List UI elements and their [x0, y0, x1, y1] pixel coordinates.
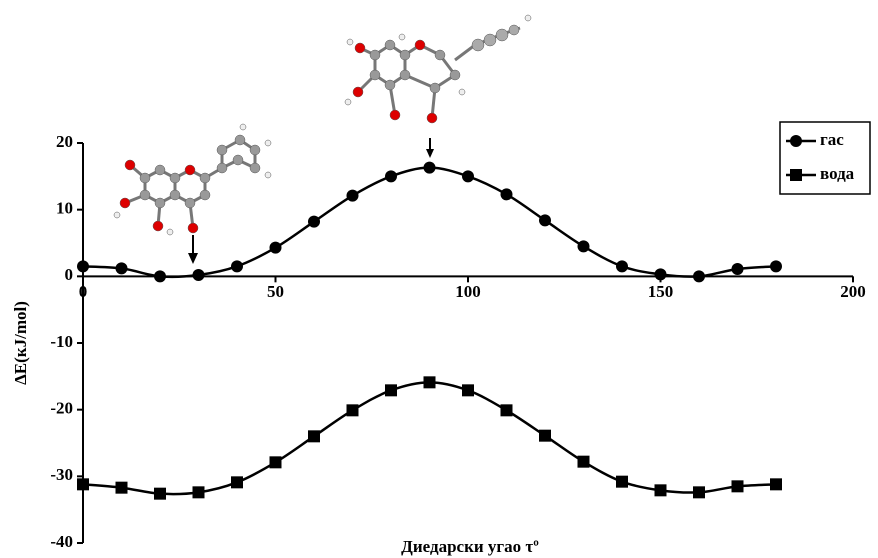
marker	[424, 376, 436, 388]
marker	[347, 404, 359, 416]
marker	[308, 216, 320, 228]
x-tick-label: 50	[267, 282, 284, 301]
marker	[539, 214, 551, 226]
x-axis-label: Диедарски угао τº	[401, 537, 539, 556]
x-tick-label: 100	[455, 282, 481, 301]
marker	[790, 135, 802, 147]
marker	[154, 488, 166, 500]
marker	[385, 384, 397, 396]
y-tick-label: -10	[50, 332, 73, 351]
arrows	[188, 138, 434, 264]
marker	[193, 269, 205, 281]
marker	[116, 482, 128, 494]
y-tick-label: -40	[50, 532, 73, 551]
marker	[77, 478, 89, 490]
chart: Диедарски угао τº ΔE(кJ/mol) -40 -30 -20 -1…	[0, 0, 878, 558]
marker	[578, 240, 590, 252]
x-tick-label: 150	[648, 282, 674, 301]
series-line	[83, 168, 776, 277]
marker	[655, 484, 667, 496]
marker	[385, 170, 397, 182]
marker	[462, 170, 474, 182]
molecule-planar	[125, 140, 255, 228]
marker	[693, 486, 705, 498]
marker	[732, 480, 744, 492]
marker	[347, 190, 359, 202]
x-tick-label: 0	[79, 282, 88, 301]
marker	[693, 270, 705, 282]
legend-label: вода	[820, 164, 855, 183]
marker	[231, 260, 243, 272]
marker	[193, 486, 205, 498]
marker	[308, 430, 320, 442]
y-tick-label: 10	[56, 199, 73, 218]
marker	[116, 262, 128, 274]
marker	[616, 260, 628, 272]
marker	[462, 384, 474, 396]
marker	[501, 404, 513, 416]
marker	[578, 456, 590, 468]
series-line	[83, 382, 776, 494]
y-tick-label: 0	[65, 265, 74, 284]
y-tick-label: -20	[50, 399, 73, 418]
marker	[231, 476, 243, 488]
marker	[154, 270, 166, 282]
marker	[770, 260, 782, 272]
marker	[77, 260, 89, 272]
x-tick-label: 200	[840, 282, 866, 301]
marker	[732, 263, 744, 275]
marker	[655, 268, 667, 280]
marker	[424, 162, 436, 174]
y-tick-label: -30	[50, 465, 73, 484]
marker	[790, 169, 802, 181]
marker	[501, 188, 513, 200]
molecule-twisted-atoms	[345, 15, 531, 123]
marker	[270, 242, 282, 254]
y-tick-label: 20	[56, 132, 73, 151]
marker	[270, 456, 282, 468]
marker	[770, 478, 782, 490]
legend-label: гас	[820, 130, 844, 149]
y-axis-label: ΔE(кJ/mol)	[11, 301, 30, 385]
marker	[539, 430, 551, 442]
marker	[616, 476, 628, 488]
